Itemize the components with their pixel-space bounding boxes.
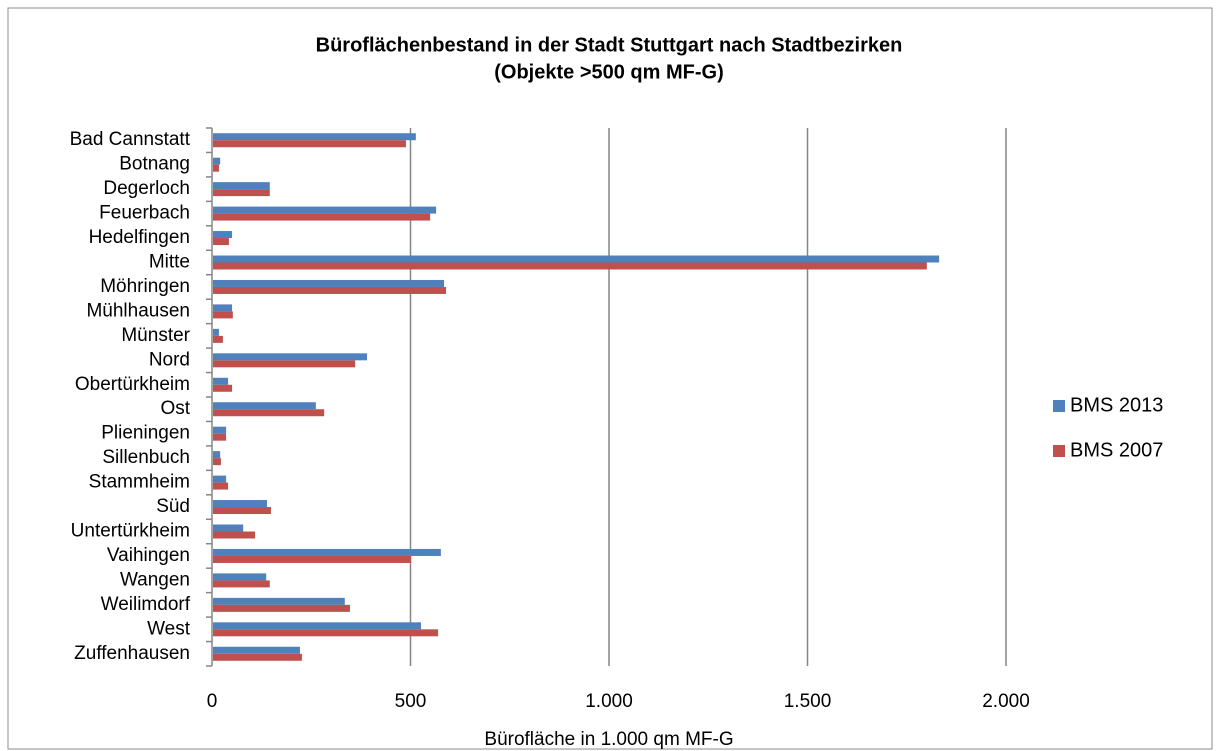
x-tick-label: 500 [395,691,427,712]
bar [213,580,270,588]
bar [213,360,356,368]
bar [213,377,229,385]
bar [213,157,221,165]
y-tick-label: Plieningen [101,423,190,444]
bar [213,573,267,581]
chart-subtitle: (Objekte >500 qm MF-G) [494,61,724,83]
y-tick-label: Bad Cannstatt [70,129,191,150]
y-tick-label: Hedelfingen [89,227,190,248]
bar [213,451,221,459]
y-tick-label: West [147,618,191,639]
bar [213,458,221,466]
y-tick-label: Möhringen [100,276,190,297]
bar [213,402,316,410]
bar [213,279,445,287]
bar [213,213,431,221]
bar [213,335,223,343]
bar [213,629,439,637]
bar [213,206,437,214]
y-tick-label: Vaihingen [107,545,190,566]
bar [213,426,227,434]
bar [213,597,345,605]
legend-swatch [1053,400,1065,412]
y-tick-label: Nord [149,349,190,370]
x-tick-label: 1.500 [784,691,832,712]
x-axis-title: Bürofläche in 1.000 qm MF-G [484,729,733,750]
bar [213,384,233,392]
y-tick-label: Zuffenhausen [74,643,190,664]
y-tick-label: Untertürkheim [71,521,190,542]
bar [213,555,412,563]
bar [213,286,447,294]
y-tick-label: Mühlhausen [86,300,190,321]
y-tick-label: Wangen [120,569,190,590]
y-tick-label: Botnang [119,154,190,175]
bar [213,189,270,197]
bar [213,604,350,612]
legend-swatch [1053,445,1065,457]
bar [213,262,927,270]
chart-border [7,7,1213,750]
legend-label: BMS 2007 [1070,439,1163,461]
y-tick-label: Münster [121,325,190,346]
bar [213,531,256,539]
y-tick-label: Ost [160,398,190,419]
bar [213,622,422,630]
bar [213,524,244,532]
y-tick-label: Weilimdorf [101,594,191,615]
y-tick-label: Stammheim [89,472,190,493]
bar [213,182,270,190]
x-tick-label: 2.000 [982,691,1030,712]
bar [213,311,233,319]
x-tick-label: 1.000 [585,691,633,712]
y-tick-label: Degerloch [103,178,190,199]
bar [213,475,227,483]
bar [213,328,219,336]
bar [213,646,300,654]
bar [213,304,233,312]
y-tick-label: Mitte [149,252,190,273]
y-tick-label: Feuerbach [99,203,190,224]
bar [213,433,227,441]
chart-title: Büroflächenbestand in der Stadt Stuttgar… [316,34,903,56]
legend-label: BMS 2013 [1070,394,1163,416]
bar [213,164,219,172]
y-tick-label: Sillenbuch [102,447,190,468]
x-tick-label: 0 [207,691,218,712]
bar [213,231,233,239]
bar [213,482,229,490]
bar [213,653,302,661]
bar [213,255,940,263]
y-tick-label: Süd [156,496,190,517]
bar [213,409,325,417]
bar [213,507,271,515]
y-tick-label: Obertürkheim [75,374,190,395]
bar [213,548,441,556]
bar [213,133,416,141]
bar [213,500,267,508]
bar [213,238,229,246]
bar [213,140,406,148]
bar [213,353,368,361]
